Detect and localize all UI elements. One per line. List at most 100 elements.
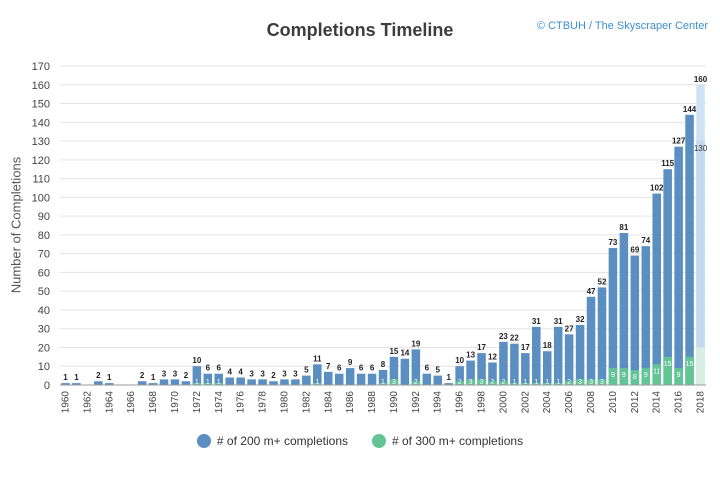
x-tick-label: 1974 [214, 391, 225, 414]
bar-label-200m: 160 [694, 75, 708, 84]
bar-200m [345, 368, 355, 385]
bar-300m [411, 381, 421, 385]
legend-item-200m[interactable]: # of 200 m+ completions [196, 434, 348, 448]
bar-300m [214, 383, 224, 385]
bar-label-300m: 2 [414, 379, 418, 386]
bar-200m [652, 193, 661, 385]
bar-300m [630, 369, 640, 385]
bar-label-200m: 14 [400, 349, 409, 358]
bar-label-300m: 1 [206, 379, 210, 386]
bar-200m [269, 381, 278, 385]
bar-label-200m: 17 [477, 343, 486, 352]
bar-label-300m: 15 [686, 361, 694, 368]
bar-200m [367, 373, 377, 385]
x-tick-label: 1988 [367, 391, 378, 414]
bar-label-200m: 18 [543, 341, 552, 350]
x-tick-label: 1990 [389, 391, 400, 414]
bar-label-200m: 31 [554, 317, 563, 326]
bar-200m [619, 233, 629, 385]
bar-200m [203, 373, 213, 385]
bar-200m [685, 114, 694, 385]
bar-label-200m: 6 [337, 364, 342, 373]
bar-200m [674, 146, 683, 385]
bar-200m [499, 341, 508, 385]
bar-label-200m: 2 [184, 371, 189, 380]
bar-200m [411, 349, 421, 385]
bar-label-300m: 1 [381, 379, 385, 386]
bar-label-200m: 22 [510, 334, 519, 343]
bar-200m [105, 383, 114, 385]
x-tick-label: 1984 [323, 391, 334, 414]
bar-200m [291, 379, 300, 385]
bar-label-200m: 23 [499, 332, 508, 341]
bar-label-200m: 115 [661, 159, 674, 168]
bar-label-200m: 11 [313, 354, 322, 363]
bar-200m [302, 375, 311, 385]
y-tick-label: 40 [38, 305, 50, 317]
x-tick-label: 1968 [148, 391, 159, 414]
x-tick-label: 2002 [520, 391, 531, 414]
bar-200m [586, 296, 596, 385]
y-tick-label: 170 [32, 61, 50, 73]
bar-label-200m: 47 [587, 287, 596, 296]
y-tick-label: 50 [38, 286, 50, 298]
bar-label-300m: 1 [217, 379, 221, 386]
bar-label-200m: 8 [381, 360, 386, 369]
bar-label-300m: 1 [523, 379, 527, 386]
bar-300m [203, 383, 213, 385]
legend-label-200m: # of 200 m+ completions [216, 434, 348, 448]
x-tick-label: 1998 [477, 391, 488, 414]
bar-200m-forecast-inner [696, 141, 705, 385]
bar-200m [137, 381, 147, 385]
bar-200m [575, 324, 585, 385]
bar-200m [532, 326, 541, 385]
bar-label-200m: 3 [162, 369, 167, 378]
bar-label-300m: 11 [653, 368, 660, 375]
bar-label-300m: 3 [589, 379, 593, 386]
y-tick-label: 130 [32, 136, 50, 148]
bar-label-200m: 27 [565, 324, 574, 333]
bar-label-forecast-300m: 130 [694, 144, 708, 153]
bar-label-200m: 15 [389, 347, 398, 356]
bar-label-200m: 6 [359, 364, 364, 373]
x-tick-label: 2004 [542, 391, 553, 414]
y-tick-label: 160 [32, 80, 50, 92]
bar-label-300m: 1 [315, 379, 319, 386]
x-tick-label: 1992 [411, 391, 422, 414]
bar-300m [477, 379, 486, 385]
bar-label-200m: 73 [608, 238, 617, 247]
bar-200m [334, 373, 344, 385]
bar-label-300m: 2 [501, 379, 505, 386]
legend: # of 200 m+ completions # of 300 m+ comp… [0, 434, 720, 448]
y-tick-label: 60 [38, 267, 50, 279]
x-tick-label: 1996 [455, 391, 466, 414]
x-tick-label: 2012 [630, 391, 641, 414]
legend-label-300m: # of 300 m+ completions [392, 434, 524, 448]
bar-label-200m: 2 [271, 371, 276, 380]
bar-200m [400, 358, 410, 385]
bar-200m [389, 356, 399, 385]
bar-label-300m: 2 [567, 379, 571, 386]
bar-label-200m: 19 [411, 339, 420, 348]
x-tick-label: 1972 [192, 391, 203, 414]
y-tick-label: 0 [44, 380, 50, 392]
bar-label-200m: 3 [173, 369, 178, 378]
bar-label-300m: 1 [195, 379, 199, 386]
bar-200m [313, 364, 322, 385]
bar-200m [477, 353, 486, 385]
bar-label-200m: 6 [370, 364, 375, 373]
bar-200m [510, 343, 519, 385]
bar-200m [181, 381, 191, 385]
x-tick-label: 1960 [60, 391, 71, 414]
legend-item-300m[interactable]: # of 300 m+ completions [372, 434, 523, 448]
credit-link[interactable]: © CTBUH / The Skyscraper Center [536, 20, 708, 32]
bar-300m [466, 379, 475, 385]
bar-300m [663, 356, 672, 385]
bar-200m [553, 326, 563, 385]
bar-300m [389, 379, 399, 385]
bar-label-300m: 1 [545, 379, 549, 386]
bar-200m [433, 375, 443, 385]
bar-label-300m: 3 [469, 379, 473, 386]
bar-label-200m: 1 [107, 373, 112, 382]
